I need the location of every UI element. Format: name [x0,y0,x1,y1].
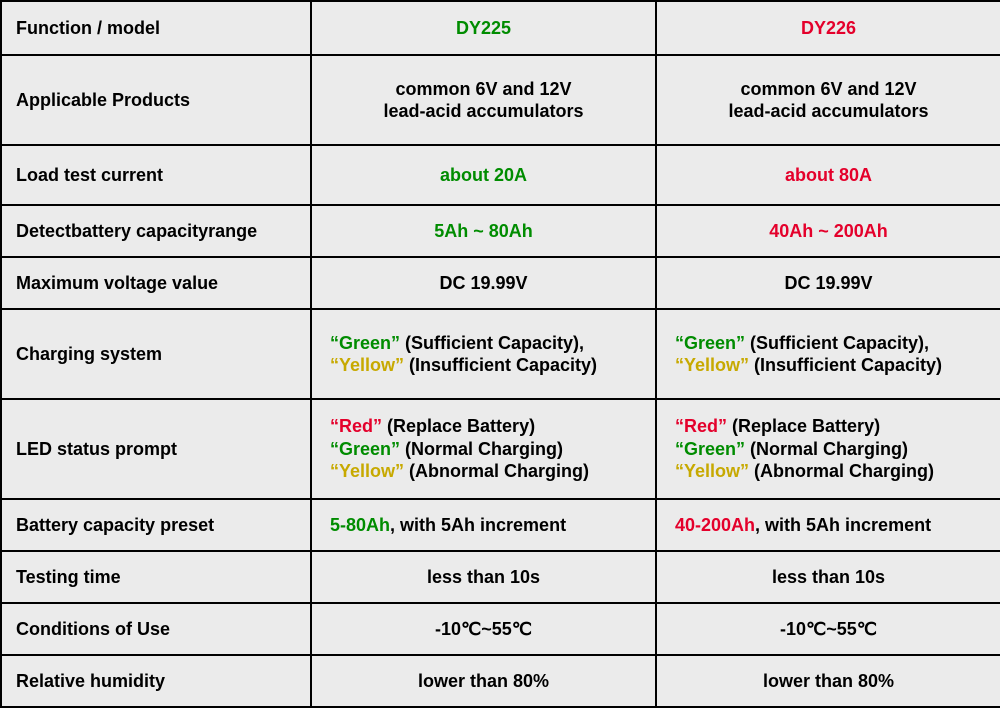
text-segment: less than 10s [772,567,885,587]
cell-dy225: -10℃~55℃ [311,603,656,655]
cell-dy226: DC 19.99V [656,257,1000,309]
text-segment: common 6V and 12V [395,79,571,99]
cell-dy226: common 6V and 12Vlead-acid accumulators [656,55,1000,145]
table-row: Maximum voltage value DC 19.99V DC 19.99V [1,257,1000,309]
cell-dy225: 5Ah ~ 80Ah [311,205,656,257]
table-row: Relative humidity lower than 80% lower tha… [1,655,1000,707]
text-segment: (Sufficient Capacity), [405,333,584,353]
row-label: Battery capacity preset [1,499,311,551]
text-segment: “Green” [675,439,750,459]
table-row: Load test current about 20A about 80A [1,145,1000,205]
cell-dy226: lower than 80% [656,655,1000,707]
cell-dy225: “Red” (Replace Battery) “Green” (Normal C… [311,399,656,499]
cell-dy225: about 20A [311,145,656,205]
table-row: Charging system“Green” (Sufficient Capac… [1,309,1000,399]
text-segment: (Replace Battery) [387,416,535,436]
text-segment: “Yellow” [330,461,409,481]
row-label: Applicable Products [1,55,311,145]
header-dy226: DY226 [656,1,1000,55]
cell-dy225: lower than 80% [311,655,656,707]
cell-dy225: “Green” (Sufficient Capacity),“Yellow” (… [311,309,656,399]
text-segment: (Insufficient Capacity) [409,355,597,375]
cell-dy226: 40Ah ~ 200Ah [656,205,1000,257]
header-function-model: Function / model [1,1,311,55]
text-segment: , with 5Ah increment [390,515,566,535]
text-segment: “Yellow” [330,355,409,375]
header-dy226-text: DY226 [801,18,856,38]
text-segment: (Abnormal Charging) [409,461,589,481]
row-label: Relative humidity [1,655,311,707]
text-segment: (Abnormal Charging) [754,461,934,481]
text-segment: “Red” [675,416,732,436]
table-row: Applicable Productscommon 6V and 12Vlead… [1,55,1000,145]
table-row: Detectbattery capacityrange 5Ah ~ 80Ah 40A… [1,205,1000,257]
text-segment: about 20A [440,165,527,185]
text-segment: “Yellow” [675,461,754,481]
text-segment: (Sufficient Capacity), [750,333,929,353]
cell-dy226: 40-200Ah, with 5Ah increment [656,499,1000,551]
text-segment: -10℃~55℃ [780,619,877,639]
text-segment: 5Ah ~ 80Ah [434,221,533,241]
cell-dy225: less than 10s [311,551,656,603]
spec-table: Function / model DY225 DY226 Applicable … [0,0,1000,708]
text-segment: (Insufficient Capacity) [754,355,942,375]
table-body: Applicable Productscommon 6V and 12Vlead… [1,55,1000,707]
cell-dy226: less than 10s [656,551,1000,603]
row-label: Charging system [1,309,311,399]
text-segment: less than 10s [427,567,540,587]
row-label: Testing time [1,551,311,603]
text-segment: “Red” [330,416,387,436]
cell-dy225: DC 19.99V [311,257,656,309]
row-label: Maximum voltage value [1,257,311,309]
table-header-row: Function / model DY225 DY226 [1,1,1000,55]
text-segment: DC 19.99V [439,273,527,293]
text-segment: “Yellow” [675,355,754,375]
text-segment: (Normal Charging) [405,439,563,459]
text-segment: “Green” [330,333,405,353]
text-segment: (Normal Charging) [750,439,908,459]
header-dy225-text: DY225 [456,18,511,38]
cell-dy226: -10℃~55℃ [656,603,1000,655]
text-segment: lower than 80% [763,671,894,691]
cell-dy225: 5-80Ah, with 5Ah increment [311,499,656,551]
text-segment: 5-80Ah [330,515,390,535]
cell-dy226: “Green” (Sufficient Capacity),“Yellow” (… [656,309,1000,399]
text-segment: lower than 80% [418,671,549,691]
text-segment: (Replace Battery) [732,416,880,436]
text-segment: -10℃~55℃ [435,619,532,639]
table-row: Testing time less than 10s less than 10s [1,551,1000,603]
row-label: LED status prompt [1,399,311,499]
table-row: LED status prompt“Red” (Replace Battery)… [1,399,1000,499]
text-segment: about 80A [785,165,872,185]
text-segment: DC 19.99V [784,273,872,293]
text-segment: , with 5Ah increment [755,515,931,535]
row-label: Detectbattery capacityrange [1,205,311,257]
cell-dy225: common 6V and 12Vlead-acid accumulators [311,55,656,145]
row-label: Conditions of Use [1,603,311,655]
text-segment: common 6V and 12V [740,79,916,99]
table-row: Conditions of Use -10℃~55℃ -10℃~55℃ [1,603,1000,655]
row-label: Load test current [1,145,311,205]
cell-dy226: about 80A [656,145,1000,205]
table-row: Battery capacity preset5-80Ah, with 5Ah … [1,499,1000,551]
text-segment: “Green” [330,439,405,459]
text-segment: “Green” [675,333,750,353]
text-segment: lead-acid accumulators [728,101,928,121]
text-segment: 40-200Ah [675,515,755,535]
header-dy225: DY225 [311,1,656,55]
cell-dy226: “Red” (Replace Battery) “Green” (Normal C… [656,399,1000,499]
text-segment: lead-acid accumulators [383,101,583,121]
text-segment: 40Ah ~ 200Ah [769,221,888,241]
